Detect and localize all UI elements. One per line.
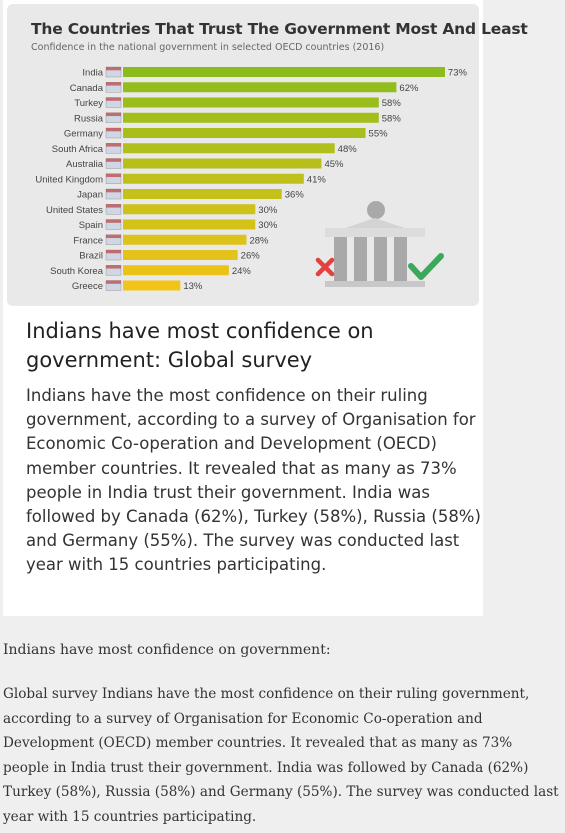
tick-label: Turkey bbox=[74, 98, 103, 109]
green-check-icon bbox=[408, 253, 444, 280]
tick-label: Russia bbox=[74, 113, 104, 124]
bar bbox=[123, 143, 335, 154]
bar bbox=[123, 204, 256, 215]
flag-icon bbox=[105, 127, 122, 139]
bar bbox=[123, 67, 445, 77]
bar bbox=[123, 265, 229, 276]
flag-icon bbox=[105, 249, 122, 261]
data-label: 62% bbox=[399, 83, 419, 94]
flag-icon bbox=[105, 97, 122, 108]
tick-label: India bbox=[82, 68, 103, 79]
bar bbox=[123, 97, 379, 108]
tick-label: Greece bbox=[72, 281, 103, 292]
bar bbox=[123, 219, 256, 230]
caption-body: Global survey Indians have the most conf… bbox=[3, 686, 559, 825]
data-label: 26% bbox=[241, 251, 261, 262]
tick-label: South Africa bbox=[52, 144, 104, 155]
flag-icon bbox=[105, 265, 122, 276]
flag-icon bbox=[105, 82, 122, 93]
chart-title: The Countries That Trust The Government … bbox=[31, 20, 528, 38]
tick-label: Canada bbox=[70, 83, 104, 94]
bar bbox=[123, 112, 379, 123]
flag-icon bbox=[105, 66, 122, 78]
tick-label: France bbox=[73, 235, 103, 246]
bar bbox=[123, 234, 247, 245]
flag-icon bbox=[105, 219, 122, 230]
tick-label: Brazil bbox=[79, 251, 103, 262]
tick-label: United States bbox=[46, 205, 103, 216]
data-label: 58% bbox=[382, 98, 402, 109]
flag-icon bbox=[105, 158, 122, 169]
bar bbox=[123, 82, 397, 93]
data-label: 45% bbox=[324, 159, 344, 170]
flag-icon bbox=[105, 280, 122, 291]
data-label: 58% bbox=[382, 113, 402, 124]
tick-label: South Korea bbox=[50, 266, 104, 277]
data-label: 73% bbox=[448, 68, 468, 79]
data-label: 13% bbox=[183, 281, 203, 292]
bar bbox=[123, 158, 322, 169]
data-label: 30% bbox=[258, 205, 278, 216]
bar bbox=[123, 128, 366, 138]
flag-icon bbox=[105, 112, 122, 123]
chart-panel: The Countries That Trust The Government … bbox=[7, 4, 528, 306]
flag-icon bbox=[105, 188, 122, 200]
article-card: The Countries That Trust The Government … bbox=[3, 0, 528, 616]
government-building-icon bbox=[325, 201, 425, 287]
red-cross-icon bbox=[315, 257, 335, 277]
data-label: 28% bbox=[249, 235, 269, 246]
data-label: 55% bbox=[369, 129, 389, 140]
bar bbox=[123, 189, 282, 199]
tick-label: Germany bbox=[64, 129, 103, 140]
data-label: 24% bbox=[232, 266, 252, 277]
bar bbox=[123, 280, 181, 291]
data-label: 48% bbox=[338, 144, 358, 155]
caption-title: Indians have most confidence on governme… bbox=[3, 642, 331, 658]
data-label: 36% bbox=[285, 190, 305, 201]
tick-label: Japan bbox=[77, 190, 103, 201]
bar-chart: India 73% Canada 62% Turkey 58% Russia 58% Germa… bbox=[35, 66, 468, 292]
data-label: 30% bbox=[258, 220, 278, 231]
tick-label: United Kingdom bbox=[35, 174, 103, 185]
tick-label: Australia bbox=[66, 159, 104, 170]
bar bbox=[123, 173, 304, 184]
flag-icon bbox=[105, 143, 122, 154]
bar bbox=[123, 250, 238, 260]
flag-icon bbox=[105, 234, 122, 245]
data-label: 41% bbox=[307, 174, 327, 185]
chart-subtitle: Confidence in the national government in… bbox=[31, 42, 385, 53]
article-summary: Indians have the most confidence on thei… bbox=[26, 386, 481, 575]
tick-label: Spain bbox=[79, 220, 103, 231]
flag-icon bbox=[105, 173, 122, 184]
article-headline: Indians have most confidence on governme… bbox=[26, 319, 374, 372]
flag-icon bbox=[105, 204, 122, 215]
